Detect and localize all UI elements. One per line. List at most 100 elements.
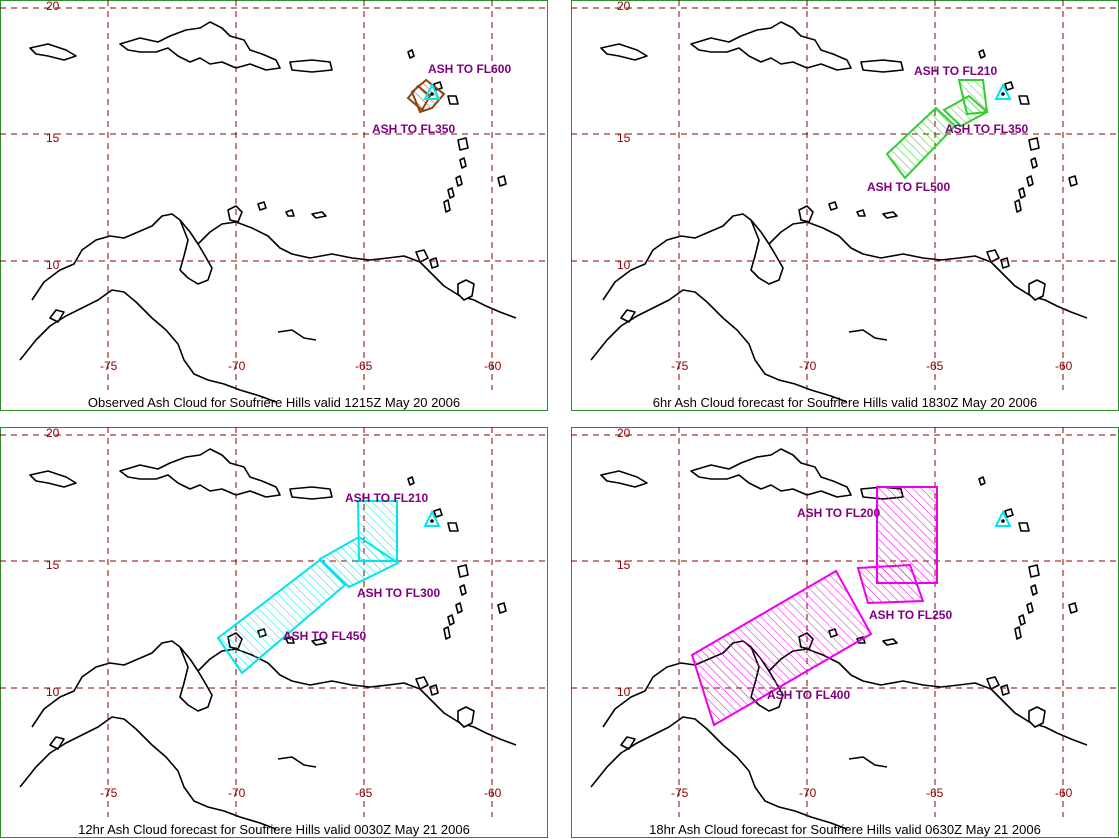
island (798, 205, 814, 223)
island (1000, 684, 1010, 696)
latitude-tick-label: 20 (46, 427, 60, 440)
coastline (860, 59, 904, 73)
island (1014, 199, 1022, 213)
panel-title: 12hr Ash Cloud forecast for Soufriere Hi… (78, 822, 470, 837)
map-panel-6hr: -75 -70 -65 -60 20 15 10 ASH TO FL210 ASH TO F… (571, 0, 1119, 411)
island (1014, 626, 1022, 640)
ash-label: ASH TO FL210 (345, 491, 428, 505)
coastline (179, 219, 213, 285)
ash-label: ASH TO FL210 (914, 64, 997, 78)
coastline (600, 43, 648, 61)
island (1018, 522, 1030, 532)
island (986, 249, 1000, 263)
ash-label: ASH TO FL300 (357, 586, 440, 600)
island (1028, 279, 1046, 301)
island (1018, 95, 1030, 105)
island (443, 199, 451, 213)
panel-title: 18hr Ash Cloud forecast for Soufriere Hi… (649, 822, 1041, 837)
island (257, 201, 267, 211)
ash-label: ASH TO FL500 (867, 180, 950, 194)
island (1004, 81, 1014, 91)
longitude-tick-label: -60 (484, 359, 502, 373)
latitude-tick-label: 10 (617, 258, 631, 272)
latitude-tick-label: 15 (617, 558, 631, 572)
coastline (590, 716, 848, 830)
island (1028, 706, 1046, 728)
ash-label: ASH TO FL250 (869, 608, 952, 622)
longitude-tick-label: -60 (484, 786, 502, 800)
island (986, 676, 1000, 690)
longitude-tick-label: -65 (926, 359, 944, 373)
latitude-tick-label: 15 (46, 131, 60, 145)
longitude-tick-label: -60 (1055, 359, 1073, 373)
coastline (49, 309, 65, 323)
longitude-tick-label: -60 (1055, 786, 1073, 800)
island (433, 508, 443, 518)
longitude-tick-label: -75 (100, 359, 118, 373)
longitude-tick-label: -75 (671, 359, 689, 373)
island (447, 187, 455, 199)
island (1018, 614, 1026, 626)
latitude-tick-label: 20 (46, 0, 60, 13)
coastline (119, 21, 281, 71)
island (1026, 602, 1034, 614)
island (978, 476, 986, 486)
coastline (277, 329, 317, 341)
island (285, 636, 295, 644)
island (447, 95, 459, 105)
island (455, 602, 463, 614)
coastline (590, 289, 848, 403)
island (1030, 157, 1038, 169)
map-canvas: -75 -70 -65 -60 20 15 10 ASH TO FL210 ASH TO F… (0, 427, 548, 838)
triangle-volcano-icon (423, 509, 441, 527)
island (1068, 602, 1078, 614)
island (457, 279, 475, 301)
coastline (19, 716, 277, 830)
latitude-tick-label: 15 (617, 131, 631, 145)
island (459, 584, 467, 596)
latitude-tick-label: 10 (617, 685, 631, 699)
island (457, 137, 469, 151)
coastline (289, 486, 333, 500)
coastline (119, 448, 281, 498)
longitude-tick-label: -75 (100, 786, 118, 800)
map-panel-18hr: -75 -70 -65 -60 20 15 10 ASH TO FL200 ASH TO F… (571, 427, 1119, 838)
ash-label: ASH TO FL200 (797, 506, 880, 520)
longitude-tick-label: -70 (799, 359, 817, 373)
island (443, 626, 451, 640)
longitude-tick-label: -65 (355, 786, 373, 800)
latitude-tick-label: 10 (46, 685, 60, 699)
island (407, 49, 415, 59)
island (415, 249, 429, 263)
island (497, 602, 507, 614)
island (455, 175, 463, 187)
island (459, 157, 467, 169)
island (1028, 137, 1040, 151)
coastline (277, 756, 317, 768)
longitude-tick-label: -75 (671, 786, 689, 800)
coastline (289, 59, 333, 73)
island (1018, 187, 1026, 199)
map-panel-observed: -75 -70 -65 -60 20 15 10 ASH TO FL600 ASH TO F… (0, 0, 548, 411)
island (415, 676, 429, 690)
coastline (19, 289, 277, 403)
ash-cloud (406, 78, 446, 114)
longitude-tick-label: -70 (799, 786, 817, 800)
coastline (848, 756, 888, 768)
triangle-volcano-icon (994, 509, 1012, 527)
ash-label: ASH TO FL350 (945, 122, 1028, 136)
longitude-tick-label: -70 (228, 359, 246, 373)
coastline (620, 309, 636, 323)
longitude-tick-label: -65 (355, 359, 373, 373)
coastline (179, 646, 213, 712)
map-canvas: -75 -70 -65 -60 20 15 10 ASH TO FL200 ASH TO F… (571, 427, 1119, 838)
ash-cloud (690, 486, 938, 727)
island (429, 257, 439, 269)
island (311, 638, 327, 646)
island (447, 522, 459, 532)
island (429, 684, 439, 696)
map-canvas: -75 -70 -65 -60 20 15 10 ASH TO FL600 ASH TO F… (0, 0, 548, 411)
island (1068, 175, 1078, 187)
coastline (690, 21, 852, 71)
panel-title: 6hr Ash Cloud forecast for Soufriere Hil… (652, 395, 1038, 410)
